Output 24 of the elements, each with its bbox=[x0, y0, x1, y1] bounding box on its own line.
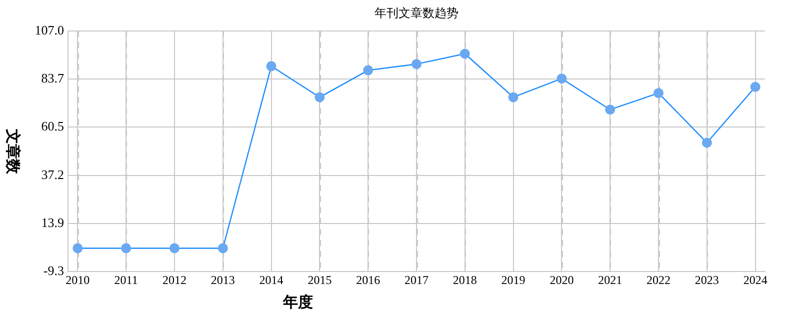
x-tick-label: 2010 bbox=[66, 272, 90, 287]
chart-title: 年刊文章数趋势 bbox=[374, 6, 458, 20]
y-tick-label: 13.9 bbox=[41, 215, 64, 230]
x-tick-label: 2012 bbox=[162, 272, 186, 287]
x-tick-label: 2020 bbox=[550, 272, 574, 287]
x-tick-label: 2016 bbox=[356, 272, 380, 287]
x-axis-title: 年度 bbox=[282, 292, 314, 311]
y-axis-title: 文章数 bbox=[4, 128, 22, 175]
x-tick-label: 2019 bbox=[501, 272, 526, 287]
y-tick-label: 107.0 bbox=[34, 22, 64, 38]
x-tick-label: 2018 bbox=[452, 272, 477, 287]
x-tick-label: 2022 bbox=[646, 272, 671, 287]
y-tick-label: 37.2 bbox=[41, 166, 64, 182]
y-tick-label: 60.5 bbox=[41, 118, 64, 134]
x-tick-label: 2011 bbox=[114, 272, 138, 287]
x-tick-label: 2013 bbox=[210, 272, 235, 287]
x-tick-label: 2017 bbox=[404, 272, 428, 287]
x-tick-label: 2024 bbox=[743, 272, 768, 287]
x-tick-label: 2023 bbox=[694, 272, 719, 287]
x-tick-label: 2021 bbox=[598, 272, 622, 287]
y-tick-label: 83.7 bbox=[41, 70, 64, 86]
y-tick-label: -9.3 bbox=[43, 263, 64, 278]
x-tick-label: 2014 bbox=[259, 272, 284, 287]
x-tick-label: 2015 bbox=[308, 272, 332, 287]
